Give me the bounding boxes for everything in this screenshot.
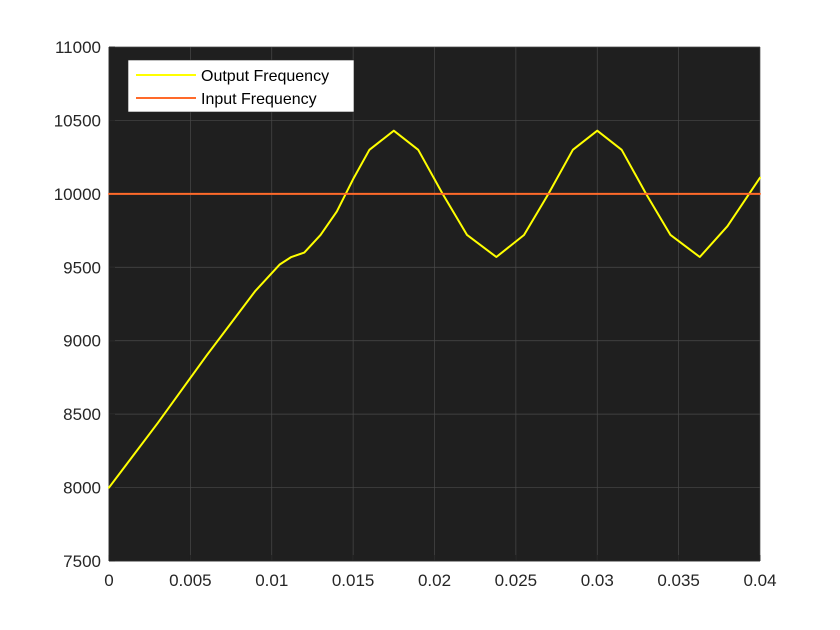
y-tick-label: 8000 [63,479,101,498]
x-tick-label: 0.035 [657,571,700,590]
x-tick-label: 0.01 [255,571,288,590]
x-tick-label: 0.02 [418,571,451,590]
y-tick-label: 9500 [63,258,101,277]
legend-label-output-frequency: Output Frequency [201,68,329,85]
x-tick-label: 0.015 [332,571,375,590]
x-tick-label: 0.03 [581,571,614,590]
y-tick-label: 10500 [54,111,101,130]
legend-box [127,59,355,113]
x-axis-tick-labels: 0 0.005 0.01 0.015 0.02 0.025 0.03 0.035 0.04 [104,571,776,590]
series-line-output-frequency [108,129,761,489]
series-layer [108,129,761,489]
y-axis-tick-labels: 7500 8000 8500 9000 9500 10000 10500 11000 [54,38,101,571]
y-tick-label: 7500 [63,552,101,571]
axis-frame [108,46,761,562]
x-tick-label: 0.04 [743,571,776,590]
x-tick-label: 0.005 [169,571,212,590]
legend: Output Frequency Input Frequency [127,59,355,113]
y-tick-label: 10000 [54,185,101,204]
y-tick-label: 8500 [63,405,101,424]
legend-label-input-frequency: Input Frequency [201,91,317,108]
x-tick-label: 0.025 [495,571,538,590]
x-tick-label: 0 [104,571,113,590]
y-tick-label: 9000 [63,332,101,351]
y-tick-label: 11000 [55,38,101,57]
